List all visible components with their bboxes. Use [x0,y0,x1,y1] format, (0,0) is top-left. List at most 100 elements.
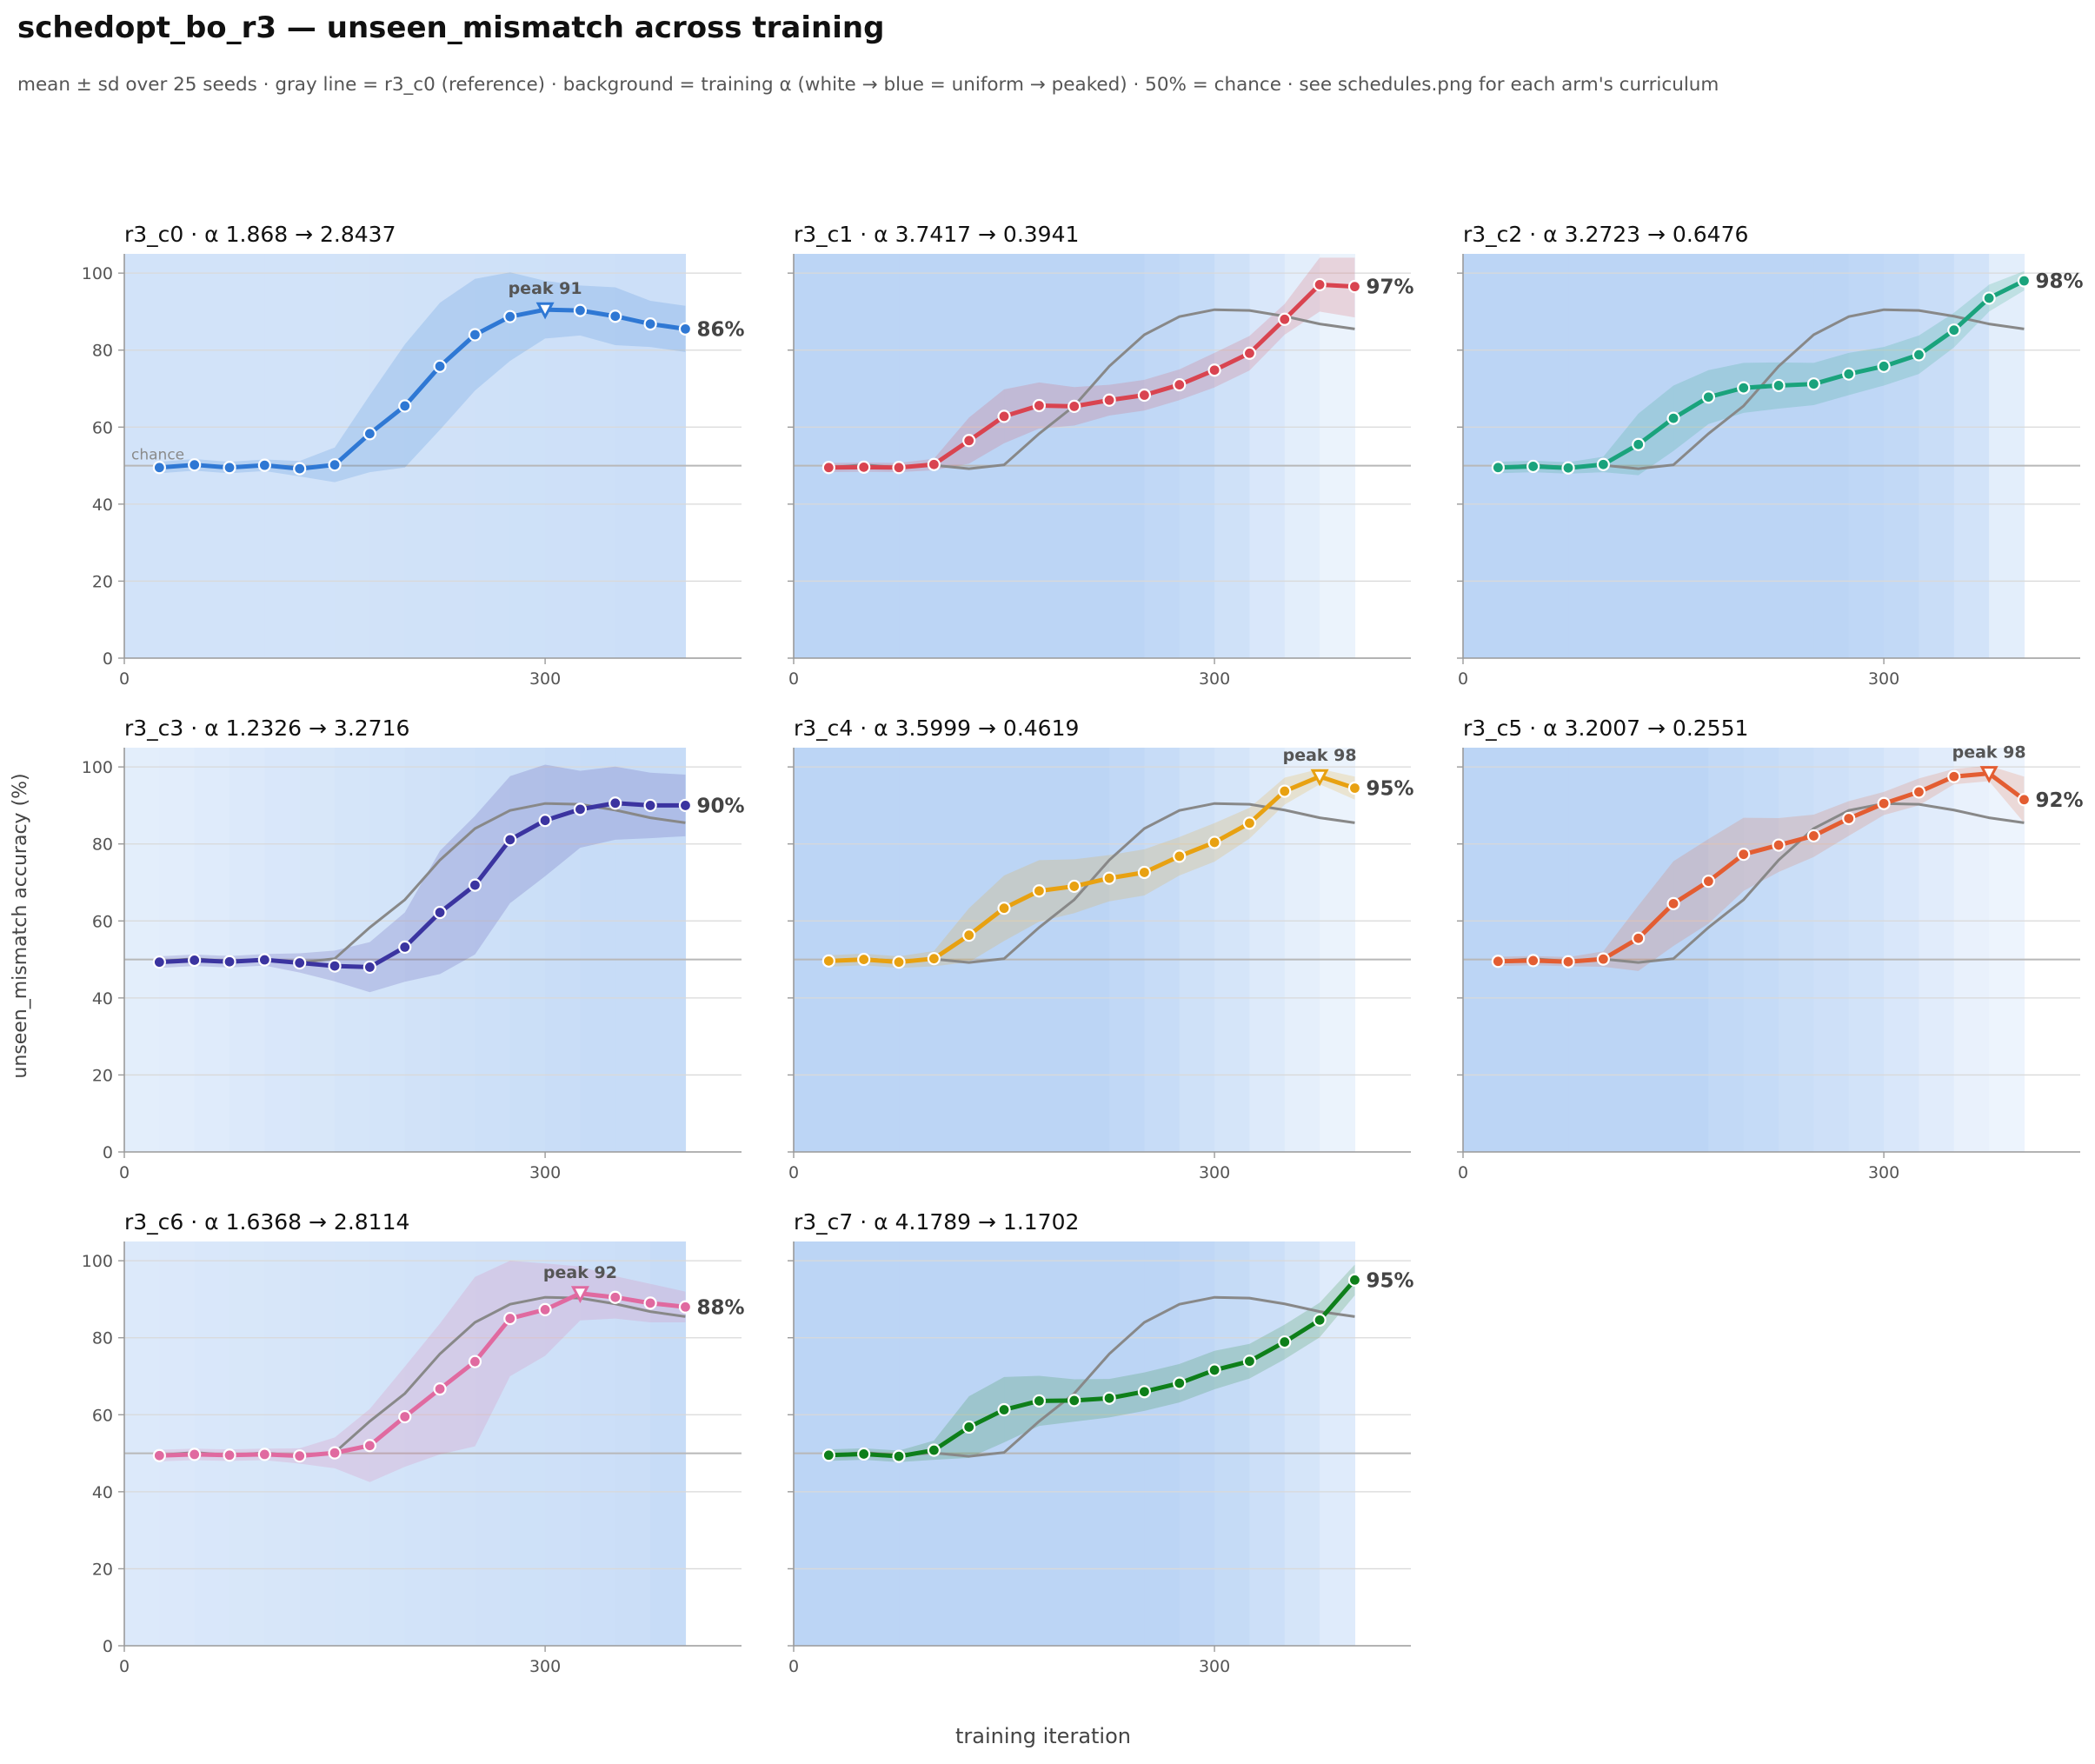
data-point [1526,954,1540,968]
y-tick-label: 40 [92,496,113,515]
data-point [1596,952,1610,966]
sd-band [159,764,686,993]
data-point [1806,829,1821,843]
data-point [328,458,342,472]
data-point [1877,796,1891,810]
series-line [159,801,686,969]
alpha-band [475,748,511,1152]
alpha-band [440,748,476,1152]
y-axis-label: unseen_mismatch accuracy (%) [10,773,31,1078]
x-tick-label: 300 [1868,669,1899,689]
series-line [828,1278,1357,1459]
data-point [1278,312,1292,326]
data-point [1561,461,1575,475]
alpha-band [1039,1241,1075,1646]
alpha-band [934,1241,970,1646]
data-point [257,953,271,967]
alpha-band [899,1241,934,1646]
data-point [328,959,342,973]
y-tick-label: 80 [92,1329,113,1348]
data-point [223,955,236,969]
y-tick-label: 100 [82,758,113,777]
alpha-band [580,1241,616,1646]
alpha-band [194,748,230,1152]
alpha-band [1463,254,1499,658]
y-tick-label: 60 [92,1406,113,1425]
peak-label: peak 91 [509,279,582,298]
sd-band [1498,765,2025,971]
alpha-band [1498,254,1534,658]
data-point [152,461,166,475]
x-tick-label: 0 [788,1657,799,1676]
sd-band [828,1264,1355,1462]
x-tick-label: 300 [529,1163,561,1182]
series-line [1498,771,2025,964]
data-point [1173,377,1187,392]
data-point [503,1311,517,1326]
data-point [1877,359,1891,373]
alpha-band [335,254,370,658]
data-point [1137,865,1152,880]
data-point [573,802,588,816]
alpha-band [299,1241,336,1646]
data-point [152,1448,166,1462]
data-point [892,1449,906,1463]
data-point [997,902,1011,915]
alpha-band [440,1241,476,1646]
data-point [1947,323,1961,337]
data-point [857,1447,871,1461]
data-point [362,960,376,975]
alpha-band [1320,254,1356,658]
x-tick-label: 0 [119,669,130,689]
alpha-band [229,748,265,1152]
data-point [433,905,447,920]
alpha-band [1708,254,1745,658]
alpha-band [1179,1241,1215,1646]
data-point [1207,835,1221,849]
x-tick-label: 300 [529,1657,561,1676]
alpha-band [899,254,934,658]
alpha-band [299,748,336,1152]
alpha-band [1109,254,1146,658]
alpha-band [1743,254,1779,658]
alpha-band [968,1241,1005,1646]
data-point [997,409,1011,423]
alpha-band [1074,748,1110,1152]
data-point [293,955,307,970]
alpha-band [1638,748,1674,1152]
alpha-band [1533,748,1569,1152]
panel-title: r3_c0 · α 1.868 → 2.8437 [124,222,396,247]
y-tick-label: 60 [92,418,113,437]
y-tick-label: 0 [103,649,113,669]
panel-title: r3_c1 · α 3.7417 → 0.3941 [794,222,1079,247]
alpha-band [1779,748,1815,1152]
y-tick-label: 40 [92,1483,113,1502]
alpha-band [1179,254,1215,658]
alpha-band [124,748,160,1152]
alpha-band [580,254,616,658]
panel-r3_c4: 0 300 r3_c4 · α 3.5999 → 0.4619 peak 98 95% [788,716,1414,1182]
y-tick-label: 0 [103,1143,113,1162]
panel-r3_c6: 0 20 40 60 80 100 0 300 r3_c6 · α 1.6368 → 2.811… [82,1209,745,1676]
data-point [1102,1391,1116,1405]
data-point [1313,1313,1327,1327]
peak-marker [1310,769,1329,787]
data-point [1491,461,1505,475]
data-point [468,1355,482,1368]
alpha-band [1533,254,1569,658]
alpha-band [1179,748,1215,1152]
y-tick-label: 20 [92,572,113,591]
data-point [1102,871,1116,885]
end-value-label: 98% [2035,270,2083,293]
alpha-band [899,748,934,1152]
alpha-band [1884,748,1920,1152]
peak-label: peak 92 [543,1263,617,1282]
alpha-band [1568,748,1604,1152]
x-tick-label: 300 [1199,1657,1230,1676]
data-point [997,1402,1011,1417]
y-tick-label: 0 [103,1637,113,1656]
data-point [1912,348,1926,362]
alpha-band [1109,1241,1146,1646]
data-point [643,1296,657,1310]
x-tick-label: 0 [119,1163,130,1182]
